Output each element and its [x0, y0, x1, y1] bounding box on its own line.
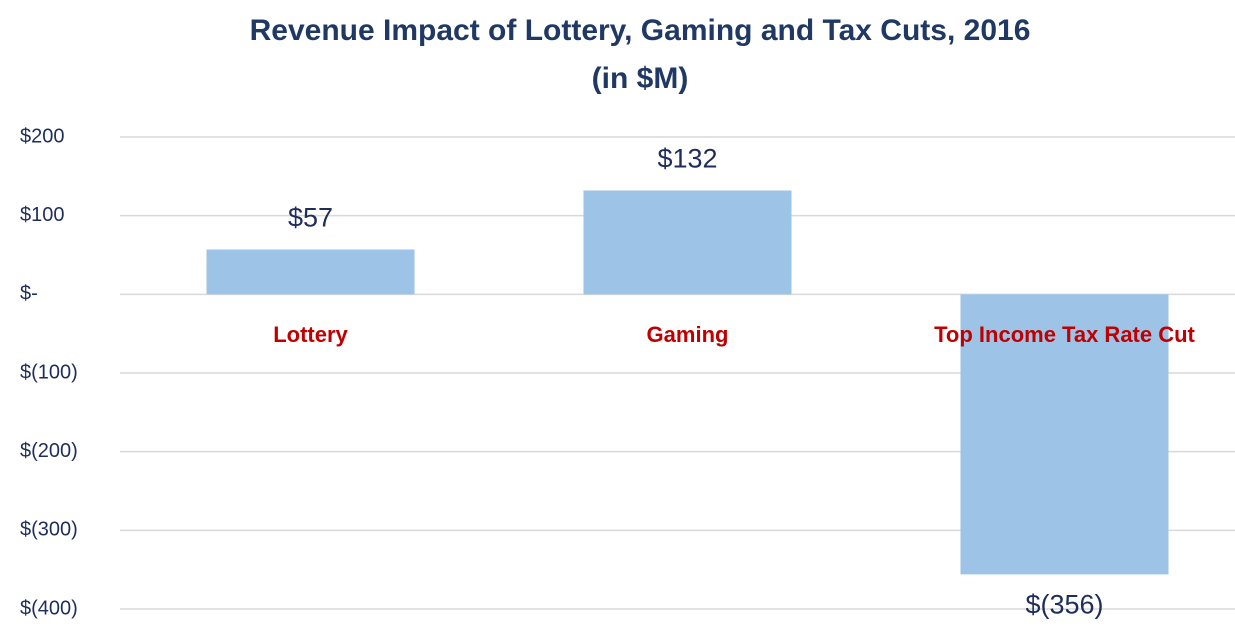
y-tick-label: $(100)	[20, 361, 78, 383]
y-tick-label: $-	[20, 283, 38, 305]
y-tick-label: $(300)	[20, 519, 78, 541]
value-label: $132	[657, 144, 717, 174]
bar	[206, 249, 415, 295]
bar	[960, 294, 1169, 575]
x-tick-label: Top Income Tax Rate Cut	[934, 322, 1195, 347]
value-label: $57	[288, 203, 333, 233]
chart-title: Revenue Impact of Lottery, Gaming and Ta…	[250, 14, 1031, 47]
y-tick-label: $100	[20, 204, 65, 226]
y-tick-label: $(400)	[20, 597, 78, 619]
x-tick-label: Gaming	[647, 322, 729, 347]
value-label: $(356)	[1025, 590, 1103, 620]
x-tick-label: Lottery	[273, 322, 348, 347]
y-tick-label: $(200)	[20, 440, 78, 462]
bar	[583, 190, 792, 295]
y-tick-label: $200	[20, 125, 65, 147]
chart-title: (in $M)	[592, 62, 689, 95]
